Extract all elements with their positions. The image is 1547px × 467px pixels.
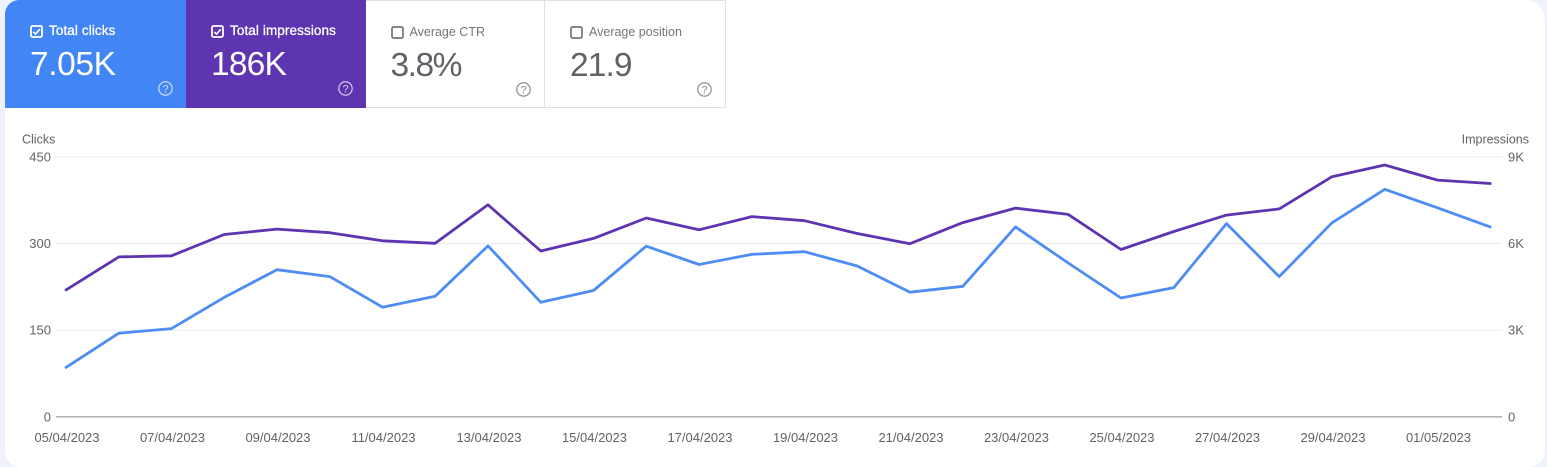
svg-text:25/04/2023: 25/04/2023: [1089, 430, 1154, 445]
svg-text:3K: 3K: [1508, 323, 1524, 338]
svg-text:13/04/2023: 13/04/2023: [456, 430, 521, 445]
svg-text:Clicks: Clicks: [22, 133, 55, 147]
svg-text:?: ?: [162, 83, 168, 95]
svg-text:11/04/2023: 11/04/2023: [351, 430, 415, 445]
svg-text:05/04/2023: 05/04/2023: [34, 430, 99, 445]
svg-text:150: 150: [29, 323, 51, 338]
svg-text:9K: 9K: [1508, 149, 1524, 164]
svg-text:6K: 6K: [1508, 236, 1524, 251]
svg-text:0: 0: [1508, 409, 1515, 424]
svg-text:29/04/2023: 29/04/2023: [1300, 430, 1365, 445]
svg-text:450: 450: [29, 149, 51, 164]
svg-text:19/04/2023: 19/04/2023: [773, 430, 838, 445]
svg-text:?: ?: [342, 83, 348, 95]
svg-text:07/04/2023: 07/04/2023: [140, 430, 205, 445]
svg-text:09/04/2023: 09/04/2023: [245, 430, 310, 445]
svg-text:21/04/2023: 21/04/2023: [878, 430, 943, 445]
svg-text:27/04/2023: 27/04/2023: [1195, 430, 1260, 445]
svg-text:23/04/2023: 23/04/2023: [984, 430, 1049, 445]
svg-text:17/04/2023: 17/04/2023: [667, 430, 732, 445]
svg-text:300: 300: [29, 236, 51, 251]
svg-text:?: ?: [701, 84, 707, 96]
svg-text:01/05/2023: 01/05/2023: [1406, 430, 1471, 445]
svg-text:15/04/2023: 15/04/2023: [562, 430, 627, 445]
svg-text:0: 0: [44, 409, 51, 424]
svg-text:?: ?: [520, 84, 526, 96]
svg-text:Impressions: Impressions: [1462, 133, 1529, 147]
